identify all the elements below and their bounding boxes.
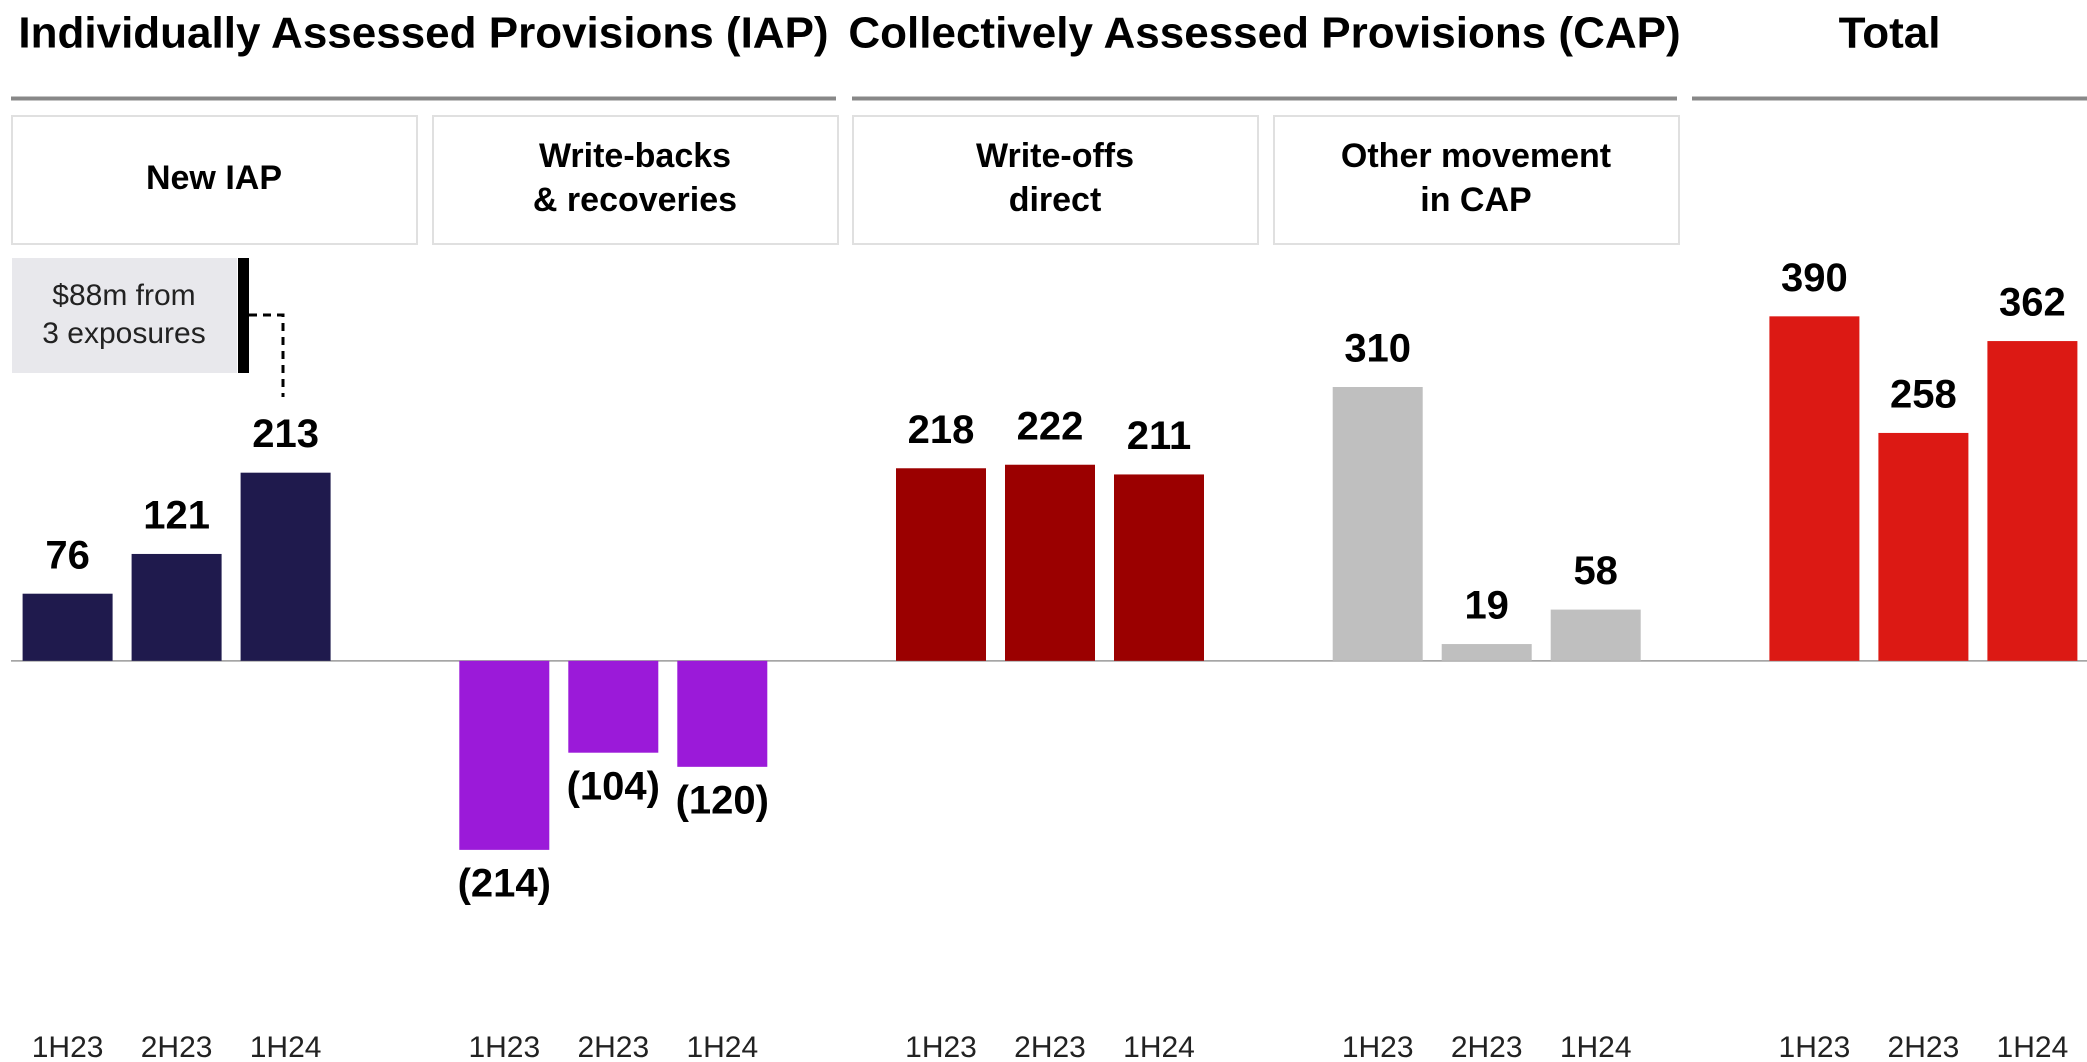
annotation-text: $88m from — [52, 279, 195, 312]
section-title: Collectively Assessed Provisions (CAP) — [848, 9, 1680, 58]
bar — [459, 660, 550, 850]
group-label: Other movement — [1341, 137, 1611, 175]
value-label: 19 — [1464, 584, 1509, 628]
x-tick-label: 1H23 — [468, 1031, 540, 1062]
value-label: 211 — [1127, 414, 1192, 458]
x-tick-label: 1H23 — [905, 1031, 977, 1062]
x-tick-label: 1H24 — [1997, 1031, 2069, 1062]
x-tick-label: 2H23 — [1451, 1031, 1523, 1062]
value-label: 310 — [1344, 327, 1411, 371]
bar — [240, 472, 331, 661]
bar — [1332, 387, 1423, 661]
bar — [1878, 432, 1969, 661]
value-label: 76 — [45, 533, 90, 577]
section-title: Total — [1839, 9, 1941, 58]
bar — [1987, 341, 2078, 661]
bar — [568, 660, 659, 753]
group-label: New IAP — [146, 159, 282, 197]
bar — [1769, 316, 1860, 661]
annotation-text: 3 exposures — [42, 317, 205, 350]
value-label: 222 — [1017, 404, 1084, 448]
group-box — [852, 115, 1259, 245]
bar — [677, 660, 768, 767]
x-tick-label: 1H24 — [1560, 1031, 1632, 1062]
annotation-box — [12, 258, 237, 373]
value-label: 121 — [143, 494, 210, 538]
x-tick-label: 1H24 — [1123, 1031, 1195, 1062]
x-tick-label: 2H23 — [577, 1031, 649, 1062]
bar — [22, 593, 113, 661]
annotation: $88m from 3 exposures — [12, 258, 285, 397]
x-tick-label: 2H23 — [141, 1031, 213, 1062]
value-label: (214) — [458, 861, 551, 905]
section-title: Individually Assessed Provisions (IAP) — [18, 9, 828, 58]
x-tick-label: 2H23 — [1014, 1031, 1086, 1062]
group-label: Write-offs — [976, 137, 1134, 175]
group-label: Write-backs — [539, 137, 731, 175]
annotation-connector — [249, 313, 285, 397]
x-tick-label: 1H23 — [32, 1031, 104, 1062]
bar — [1005, 464, 1095, 661]
group-box — [1273, 115, 1680, 245]
x-tick-label: 2H23 — [1888, 1031, 1960, 1062]
value-label: 362 — [1999, 281, 2066, 325]
x-tick-label: 1H23 — [1342, 1031, 1414, 1062]
x-tick-label: 1H24 — [250, 1031, 322, 1062]
value-label: 58 — [1573, 549, 1618, 593]
value-label: 258 — [1890, 372, 1957, 416]
bar — [1114, 474, 1204, 661]
bar — [896, 468, 986, 661]
value-label: 213 — [252, 412, 319, 456]
value-label: (104) — [567, 764, 660, 808]
value-label: (120) — [676, 778, 769, 822]
group-box — [432, 115, 839, 245]
group-box — [11, 115, 418, 245]
group-label: in CAP — [1420, 181, 1531, 219]
bar — [131, 553, 222, 661]
value-label: 218 — [908, 408, 975, 452]
group-label: direct — [1009, 181, 1102, 219]
x-tick-label: 1H23 — [1779, 1031, 1851, 1062]
bar — [1550, 609, 1641, 661]
x-tick-label: 1H24 — [686, 1031, 758, 1062]
group-label: & recoveries — [533, 181, 737, 219]
annotation-bar — [238, 258, 249, 373]
value-label: 390 — [1781, 256, 1848, 300]
bar — [1441, 644, 1532, 661]
